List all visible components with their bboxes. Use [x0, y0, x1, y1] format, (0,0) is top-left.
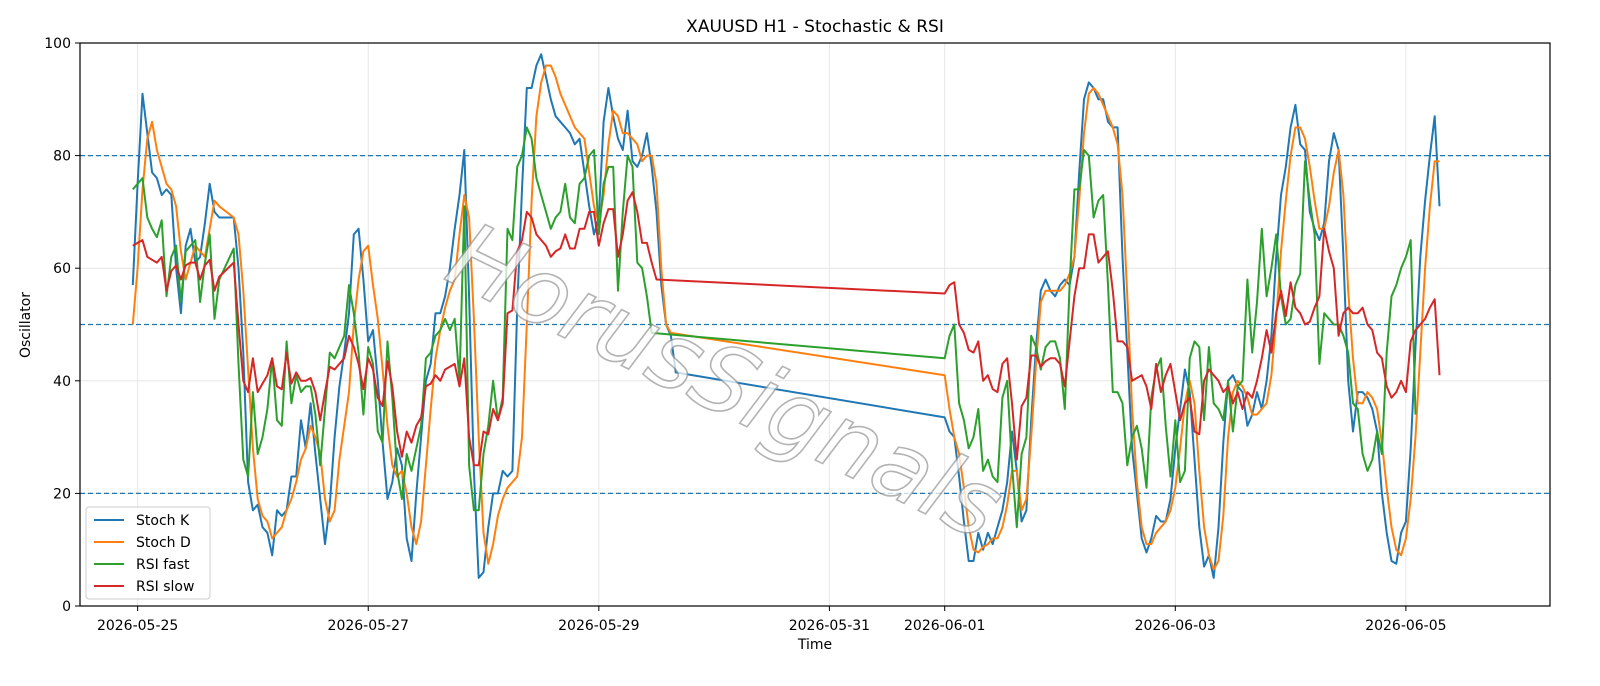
x-tick-label: 2026-05-25: [97, 618, 178, 634]
legend-label-stoch-k: Stoch K: [136, 513, 190, 529]
x-tick-label: 2026-06-03: [1135, 618, 1216, 634]
series-layer: [131, 53, 1441, 579]
x-tick-label: 2026-06-01: [904, 618, 985, 634]
x-tick-label: 2026-06-05: [1365, 618, 1446, 634]
y-tick-label: 100: [44, 36, 71, 52]
y-tick-label: 40: [53, 374, 71, 390]
y-tick-label: 0: [62, 599, 71, 615]
y-tick-label: 60: [53, 261, 71, 277]
x-tick-label: 2026-05-31: [789, 618, 870, 634]
y-axis: 0 20 40 60 80 100: [44, 36, 80, 615]
legend: Stoch K Stoch D RSI fast RSI slow: [85, 506, 211, 600]
chart-title: XAUUSD H1 - Stochastic & RSI: [686, 17, 944, 37]
series-line-stoch-k: [131, 53, 1441, 579]
legend-label-rsi-fast: RSI fast: [136, 557, 190, 573]
series-line-rsi-fast: [132, 126, 1417, 529]
series-line-rsi-slow: [132, 191, 1441, 467]
legend-label-rsi-slow: RSI slow: [136, 579, 194, 595]
y-tick-label: 20: [53, 486, 71, 502]
y-axis-label: Oscillator: [18, 292, 34, 358]
plot-frame: [79, 42, 1551, 607]
x-axis-label: Time: [797, 637, 832, 653]
x-tick-label: 2026-05-29: [558, 618, 639, 634]
legend-label-stoch-d: Stoch D: [136, 535, 191, 551]
x-axis: 2026-05-25 2026-05-27 2026-05-29 2026-05-31…: [97, 606, 1447, 634]
series-line-stoch-d: [131, 64, 1440, 571]
x-tick-label: 2026-05-27: [328, 618, 409, 634]
y-tick-label: 80: [53, 149, 71, 165]
legend-box: [85, 506, 211, 600]
